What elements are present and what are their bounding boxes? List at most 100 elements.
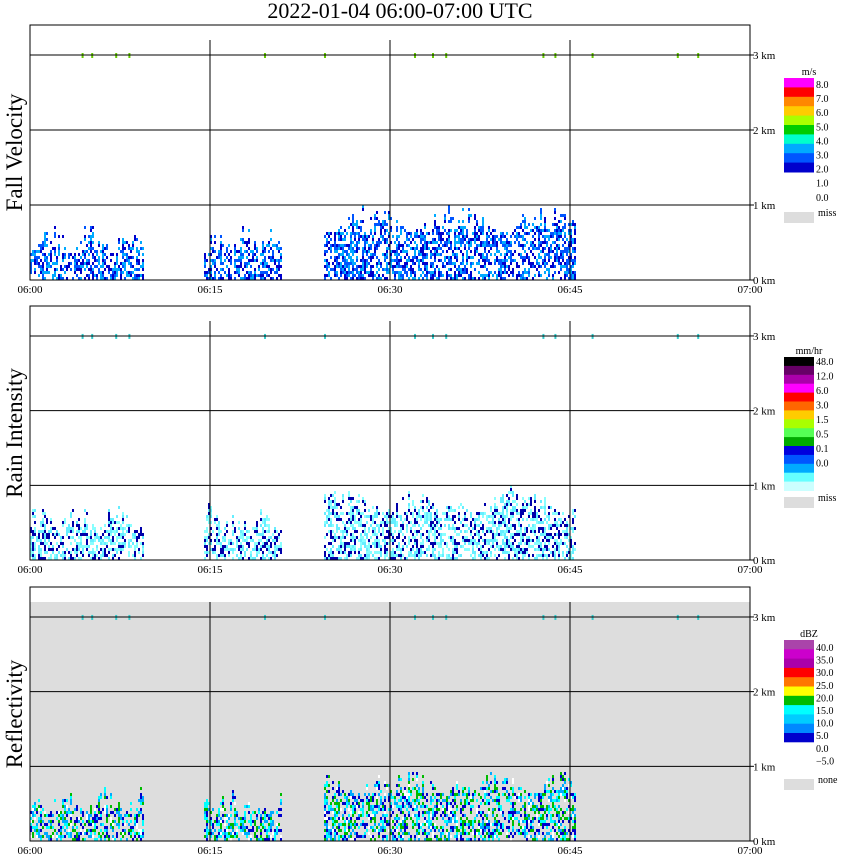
- echo-cell: [70, 554, 72, 557]
- echo-cell: [380, 521, 382, 524]
- echo-cell: [454, 277, 456, 280]
- echo-cell: [542, 539, 544, 542]
- echo-cell: [400, 557, 402, 560]
- echo-cell: [388, 784, 390, 787]
- echo-cell: [344, 527, 346, 530]
- echo-cell: [492, 530, 494, 533]
- echo-cell: [46, 518, 48, 521]
- echo-cell: [226, 838, 228, 841]
- echo-cell: [428, 533, 430, 536]
- echo-cell: [392, 235, 394, 238]
- echo-cell: [226, 521, 228, 524]
- echo-cell: [474, 268, 476, 271]
- echo-cell: [248, 557, 250, 560]
- echo-cell: [32, 259, 34, 262]
- echo-cell: [240, 530, 242, 533]
- echo-cell: [326, 250, 328, 253]
- echo-cell: [426, 530, 428, 533]
- echo-cell: [232, 551, 234, 554]
- echo-cell: [360, 542, 362, 545]
- echo-cell: [574, 527, 576, 530]
- echo-cell: [120, 832, 122, 835]
- echo-cell: [428, 271, 430, 274]
- echo-cell: [244, 832, 246, 835]
- echo-cell: [378, 787, 380, 790]
- echo-cell: [240, 542, 242, 545]
- echo-cell: [358, 524, 360, 527]
- echo-cell: [334, 823, 336, 826]
- echo-cell: [336, 262, 338, 265]
- echo-cell: [240, 536, 242, 539]
- echo-cell: [370, 835, 372, 838]
- echo-cell: [234, 814, 236, 817]
- echo-cell: [454, 262, 456, 265]
- echo-cell: [246, 241, 248, 244]
- echo-cell: [236, 811, 238, 814]
- echo-cell: [346, 796, 348, 799]
- echo-cell: [120, 277, 122, 280]
- echo-cell: [362, 524, 364, 527]
- echo-cell: [358, 817, 360, 820]
- echo-cell: [210, 832, 212, 835]
- echo-cell: [240, 256, 242, 259]
- echo-cell: [234, 530, 236, 533]
- echo-cell: [402, 545, 404, 548]
- echo-cell: [76, 551, 78, 554]
- echo-cell: [234, 262, 236, 265]
- echo-cell: [500, 265, 502, 268]
- echo-cell: [84, 250, 86, 253]
- echo-cell: [334, 533, 336, 536]
- echo-cell: [534, 548, 536, 551]
- echo-cell: [206, 811, 208, 814]
- echo-cell: [414, 253, 416, 256]
- echo-cell: [518, 274, 520, 277]
- echo-cell: [482, 217, 484, 220]
- echo-cell: [254, 530, 256, 533]
- echo-cell: [220, 826, 222, 829]
- echo-cell: [216, 835, 218, 838]
- echo-cell: [126, 811, 128, 814]
- echo-cell: [554, 256, 556, 259]
- colorbar-swatch: [784, 446, 814, 456]
- echo-cell: [486, 551, 488, 554]
- echo-cell: [204, 802, 206, 805]
- echo-cell: [360, 515, 362, 518]
- echo-cell: [234, 250, 236, 253]
- echo-cell: [460, 271, 462, 274]
- echo-cell: [524, 259, 526, 262]
- echo-cell: [58, 250, 60, 253]
- echo-cell: [274, 838, 276, 841]
- echo-cell: [550, 265, 552, 268]
- echo-cell: [248, 259, 250, 262]
- echo-cell: [524, 238, 526, 241]
- echo-cell: [278, 545, 280, 548]
- echo-cell: [516, 509, 518, 512]
- echo-cell: [332, 811, 334, 814]
- echo-cell: [368, 826, 370, 829]
- echo-cell: [474, 557, 476, 560]
- echo-cell: [540, 545, 542, 548]
- echo-cell: [376, 244, 378, 247]
- echo-cell: [372, 530, 374, 533]
- echo-cell: [394, 518, 396, 521]
- echo-cell: [540, 542, 542, 545]
- echo-cell: [120, 545, 122, 548]
- echo-cell: [256, 530, 258, 533]
- echo-cell: [522, 259, 524, 262]
- echo-cell: [42, 265, 44, 268]
- echo-cell: [494, 536, 496, 539]
- echo-cell: [262, 262, 264, 265]
- echo-cell: [68, 808, 70, 811]
- echo-cell: [534, 256, 536, 259]
- echo-cell: [352, 220, 354, 223]
- echo-cell: [362, 820, 364, 823]
- echo-cell: [268, 524, 270, 527]
- echo-cell: [94, 536, 96, 539]
- echo-cell: [104, 551, 106, 554]
- echo-cell: [116, 536, 118, 539]
- echo-cell: [84, 527, 86, 530]
- echo-cell: [456, 274, 458, 277]
- echo-cell: [562, 214, 564, 217]
- echo-cell: [366, 554, 368, 557]
- echo-cell: [122, 265, 124, 268]
